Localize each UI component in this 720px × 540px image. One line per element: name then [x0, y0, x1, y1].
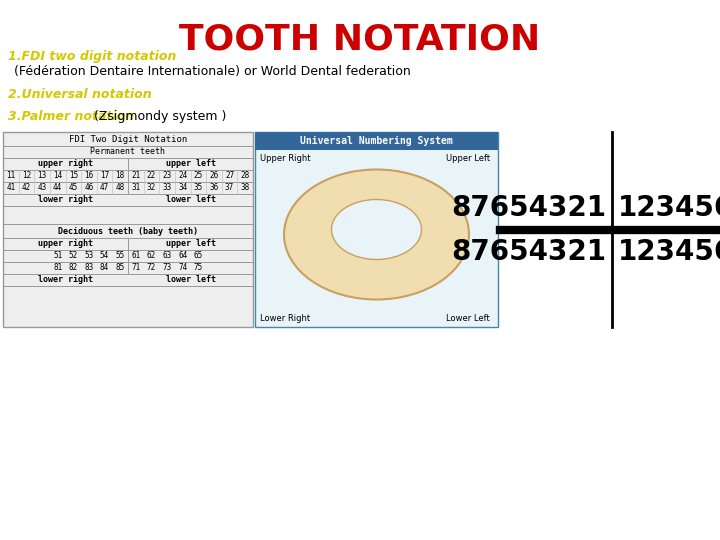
Text: 36: 36 [210, 184, 219, 192]
Text: 34: 34 [178, 184, 187, 192]
Text: 82: 82 [68, 264, 78, 273]
Text: 18: 18 [116, 172, 125, 180]
Text: 64: 64 [178, 252, 187, 260]
Text: 26: 26 [210, 172, 219, 180]
Text: 54: 54 [100, 252, 109, 260]
Text: 63: 63 [163, 252, 171, 260]
Text: 12345678: 12345678 [618, 238, 720, 266]
Text: 43: 43 [37, 184, 47, 192]
Text: lower left: lower left [166, 195, 215, 205]
Text: 28: 28 [240, 172, 250, 180]
Text: 3.Palmer notation: 3.Palmer notation [8, 110, 138, 123]
Text: 33: 33 [163, 184, 171, 192]
Text: 1.FDI two digit notation: 1.FDI two digit notation [8, 50, 176, 63]
Text: 87654321: 87654321 [451, 238, 606, 266]
Text: 32: 32 [147, 184, 156, 192]
Text: 73: 73 [163, 264, 171, 273]
Text: 27: 27 [225, 172, 234, 180]
Ellipse shape [331, 199, 421, 260]
Text: 75: 75 [194, 264, 203, 273]
Text: Deciduous teeth (baby teeth): Deciduous teeth (baby teeth) [58, 226, 198, 235]
Text: 14: 14 [53, 172, 63, 180]
Bar [255, 132, 498, 327]
Text: upper left: upper left [166, 240, 215, 248]
Text: (Zsigmondy system ): (Zsigmondy system ) [94, 110, 227, 123]
Text: 15: 15 [68, 172, 78, 180]
Text: 55: 55 [116, 252, 125, 260]
Text: lower right: lower right [38, 195, 93, 205]
Text: lower left: lower left [166, 275, 215, 285]
Text: 41: 41 [6, 184, 15, 192]
Text: 35: 35 [194, 184, 203, 192]
Text: 52: 52 [68, 252, 78, 260]
Text: 53: 53 [84, 252, 94, 260]
Text: 83: 83 [84, 264, 94, 273]
Text: Lower Right: Lower Right [260, 314, 310, 323]
Text: 38: 38 [240, 184, 250, 192]
Text: 12345678: 12345678 [618, 194, 720, 222]
Text: 25: 25 [194, 172, 203, 180]
Text: 61: 61 [131, 252, 140, 260]
Text: 23: 23 [163, 172, 171, 180]
Text: 42: 42 [22, 184, 31, 192]
Bar [3, 132, 253, 327]
Text: TOOTH NOTATION: TOOTH NOTATION [179, 22, 541, 56]
Text: 71: 71 [131, 264, 140, 273]
Text: Lower Left: Lower Left [446, 314, 490, 323]
Bar [255, 132, 498, 150]
Text: 2.Universal notation: 2.Universal notation [8, 88, 152, 101]
Text: 72: 72 [147, 264, 156, 273]
Text: upper left: upper left [166, 159, 215, 168]
Text: upper right: upper right [38, 159, 93, 168]
Text: 46: 46 [84, 184, 94, 192]
Text: 37: 37 [225, 184, 234, 192]
Text: 62: 62 [147, 252, 156, 260]
Text: Permanent teeth: Permanent teeth [91, 147, 166, 157]
Text: 85: 85 [116, 264, 125, 273]
Text: FDI Two Digit Notation: FDI Two Digit Notation [69, 134, 187, 144]
Text: 74: 74 [178, 264, 187, 273]
Text: 17: 17 [100, 172, 109, 180]
Text: Universal Numbering System: Universal Numbering System [300, 136, 453, 146]
Text: 48: 48 [116, 184, 125, 192]
Text: 21: 21 [131, 172, 140, 180]
Text: 12: 12 [22, 172, 31, 180]
Text: 47: 47 [100, 184, 109, 192]
Text: (Fédération Dentaire Internationale) or World Dental federation: (Fédération Dentaire Internationale) or … [14, 65, 410, 78]
Text: 11: 11 [6, 172, 15, 180]
Text: 44: 44 [53, 184, 63, 192]
Text: 51: 51 [53, 252, 63, 260]
Text: 45: 45 [68, 184, 78, 192]
Text: 84: 84 [100, 264, 109, 273]
Text: upper right: upper right [38, 240, 93, 248]
Ellipse shape [284, 170, 469, 300]
Text: Upper Right: Upper Right [260, 154, 310, 163]
Text: Upper Left: Upper Left [446, 154, 490, 163]
Text: 87654321: 87654321 [451, 194, 606, 222]
Text: 24: 24 [178, 172, 187, 180]
Text: 65: 65 [194, 252, 203, 260]
Text: lower right: lower right [38, 275, 93, 285]
Text: 16: 16 [84, 172, 94, 180]
Text: 81: 81 [53, 264, 63, 273]
Text: 31: 31 [131, 184, 140, 192]
Text: 13: 13 [37, 172, 47, 180]
Text: 22: 22 [147, 172, 156, 180]
